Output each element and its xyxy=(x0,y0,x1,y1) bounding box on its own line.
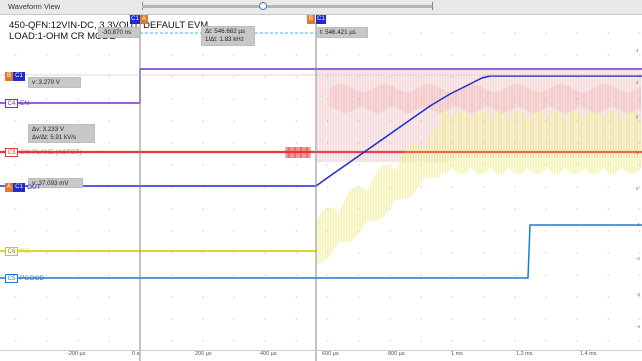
time-tick-label: 800 µs xyxy=(388,351,405,357)
horizontal-scroll-track[interactable] xyxy=(142,5,432,8)
c3-channel-tag[interactable]: C3 xyxy=(5,148,18,157)
time-tick-label: 600 µs xyxy=(322,351,339,357)
vertical-tick-label: -2 xyxy=(636,256,641,261)
time-tick-label: 1 ms xyxy=(451,351,463,357)
delta-v-value: Δv: 3.233 V xyxy=(32,126,64,133)
window-title: Waveform View xyxy=(8,2,61,11)
cursor-a-time-readout: -30.870 ns xyxy=(98,27,140,38)
c6-channel-tag[interactable]: C6 xyxy=(5,247,18,256)
plot-title: 450-QFN:12VIN-DC, 3.3VOUT, DEFAULT EVM L… xyxy=(9,20,208,42)
delta-v-dt-value: Δv/Δt: 5.91 kV/s xyxy=(32,134,77,141)
vertical-tick-label: -3 xyxy=(636,292,641,297)
vertical-tick-label: 4 xyxy=(636,48,639,53)
out-trace xyxy=(0,75,642,187)
vertical-tick-label: -4 xyxy=(636,324,641,329)
time-tick-label: 1.2 ms xyxy=(516,351,533,357)
cursor-b-voltage-readout: v: 3.270 V xyxy=(28,77,81,88)
en-label: EN xyxy=(20,100,30,107)
cursor-delta-readout: Δt: 546.682 µs 1/Δt: 1.83 kHz xyxy=(201,26,255,46)
scroll-end-marker xyxy=(432,2,433,10)
vertical-tick-label: 1 xyxy=(636,150,639,155)
time-tick-label: 0 s xyxy=(132,351,140,357)
delta-t-value: Δt: 546.682 µs xyxy=(205,28,246,35)
inv-delta-t-value: 1/Δt: 1.83 kHz xyxy=(205,36,244,43)
c5-channel-tag[interactable]: C5 xyxy=(5,274,18,283)
cursor-b-tag[interactable]: B xyxy=(307,15,315,24)
cursor-b-level-tag[interactable]: B xyxy=(5,72,13,81)
time-tick-label: 1.4 ms xyxy=(580,351,597,357)
time-tick-label: -200 µs xyxy=(67,351,86,357)
waveform-titlebar: Waveform View xyxy=(0,0,642,15)
c1-channel-tag[interactable]: C1 xyxy=(13,183,25,192)
cursor-b-level-channel-tag[interactable]: C1 xyxy=(13,72,25,81)
pgood-trace xyxy=(0,224,642,279)
plot-title-line1: 450-QFN:12VIN-DC, 3.3VOUT, DEFAULT EVM xyxy=(9,20,209,31)
out-label: OUT xyxy=(27,184,41,191)
delta-voltage-readout: Δv: 3.233 V Δv/Δt: 5.91 kV/s xyxy=(28,124,95,143)
vertical-tick-label: 0 xyxy=(636,186,639,191)
cursor-b-channel-tag[interactable]: C1 xyxy=(316,15,326,24)
scroll-thumb[interactable] xyxy=(259,2,267,10)
pg-label: PG xyxy=(20,248,30,255)
time-tick-label: 400 µs xyxy=(260,351,277,357)
cursor-a-tag[interactable]: A xyxy=(140,15,148,24)
vertical-tick-label: 3 xyxy=(636,80,639,85)
cursor-a-level-tag[interactable]: A xyxy=(5,183,13,192)
plot-title-line2: LOAD:1-OHM CR MODE xyxy=(9,31,116,42)
time-tick-label: 200 µs xyxy=(195,351,212,357)
vertical-tick-label: -1 xyxy=(636,222,641,227)
vertical-tick-label: 2 xyxy=(636,114,639,119)
cursor-a-channel-tag[interactable]: C1 xyxy=(130,15,140,24)
sw-plane-label: SW PLANE (ACTOT) xyxy=(20,149,82,156)
pg-trace xyxy=(0,110,642,264)
pgood-label: PGOOD xyxy=(20,275,45,282)
c4-channel-tag[interactable]: C4 xyxy=(5,99,18,108)
cursor-b-time-readout: t: 546.421 µs xyxy=(316,27,368,38)
time-axis xyxy=(0,350,642,351)
cursor-a-voltage-readout: v: 37.093 mV xyxy=(28,178,83,188)
